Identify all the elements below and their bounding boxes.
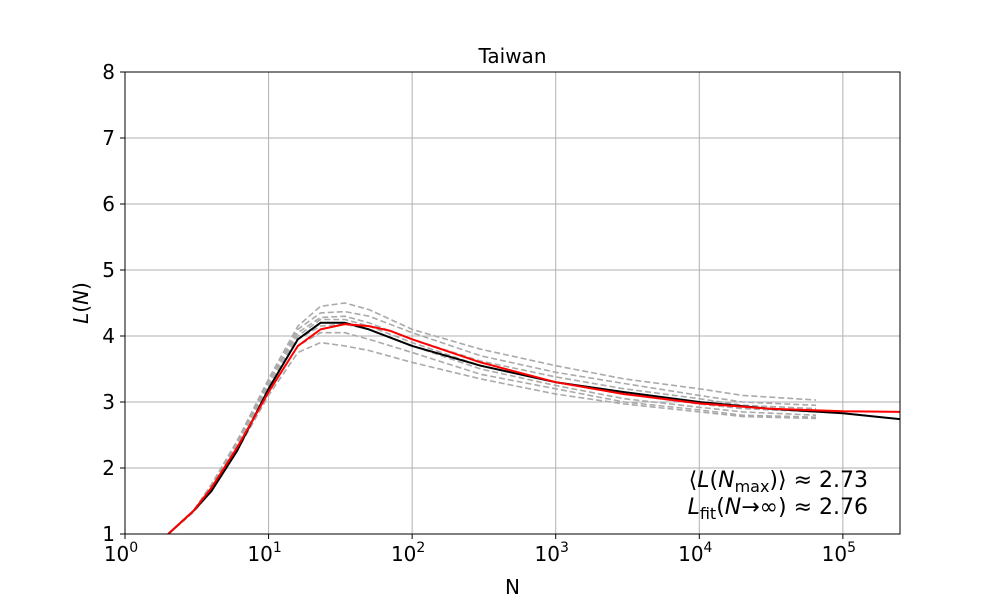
x-tick-label: 105 (822, 540, 856, 566)
x-tick-label: 100 (104, 540, 138, 566)
x-tick-label: 101 (247, 540, 281, 566)
x-axis-ticks: 100 101 102 103 104 105 (104, 534, 856, 566)
y-tick-label: 6 (102, 192, 115, 216)
fit-series-line (167, 323, 900, 534)
y-tick-label: 4 (102, 324, 115, 348)
plot-frame (124, 71, 901, 535)
chart-title: Taiwan (477, 44, 546, 68)
y-tick-label: 8 (102, 60, 115, 84)
y-tick-label: 1 (102, 522, 115, 546)
y-axis-label: L(N) (69, 282, 93, 324)
annotation-line: Lfit(N→∞) ≈ 2.76 (688, 495, 868, 523)
sample-series-line (167, 310, 817, 534)
y-tick-label: 7 (102, 126, 115, 150)
x-tick-label: 103 (535, 540, 569, 566)
annotation-line: ⟨L(Nmax)⟩ ≈ 2.73 (689, 468, 868, 496)
y-axis-ticks: 1 2 3 4 5 6 7 8 (102, 60, 125, 546)
y-tick-label: 3 (102, 390, 115, 414)
y-tick-label: 5 (102, 258, 115, 282)
y-tick-label: 2 (102, 456, 115, 480)
x-tick-label: 104 (678, 540, 712, 566)
x-axis-label: N (505, 575, 520, 599)
grid (124, 71, 900, 535)
x-tick-label: 102 (391, 540, 425, 566)
series-group (167, 302, 900, 534)
